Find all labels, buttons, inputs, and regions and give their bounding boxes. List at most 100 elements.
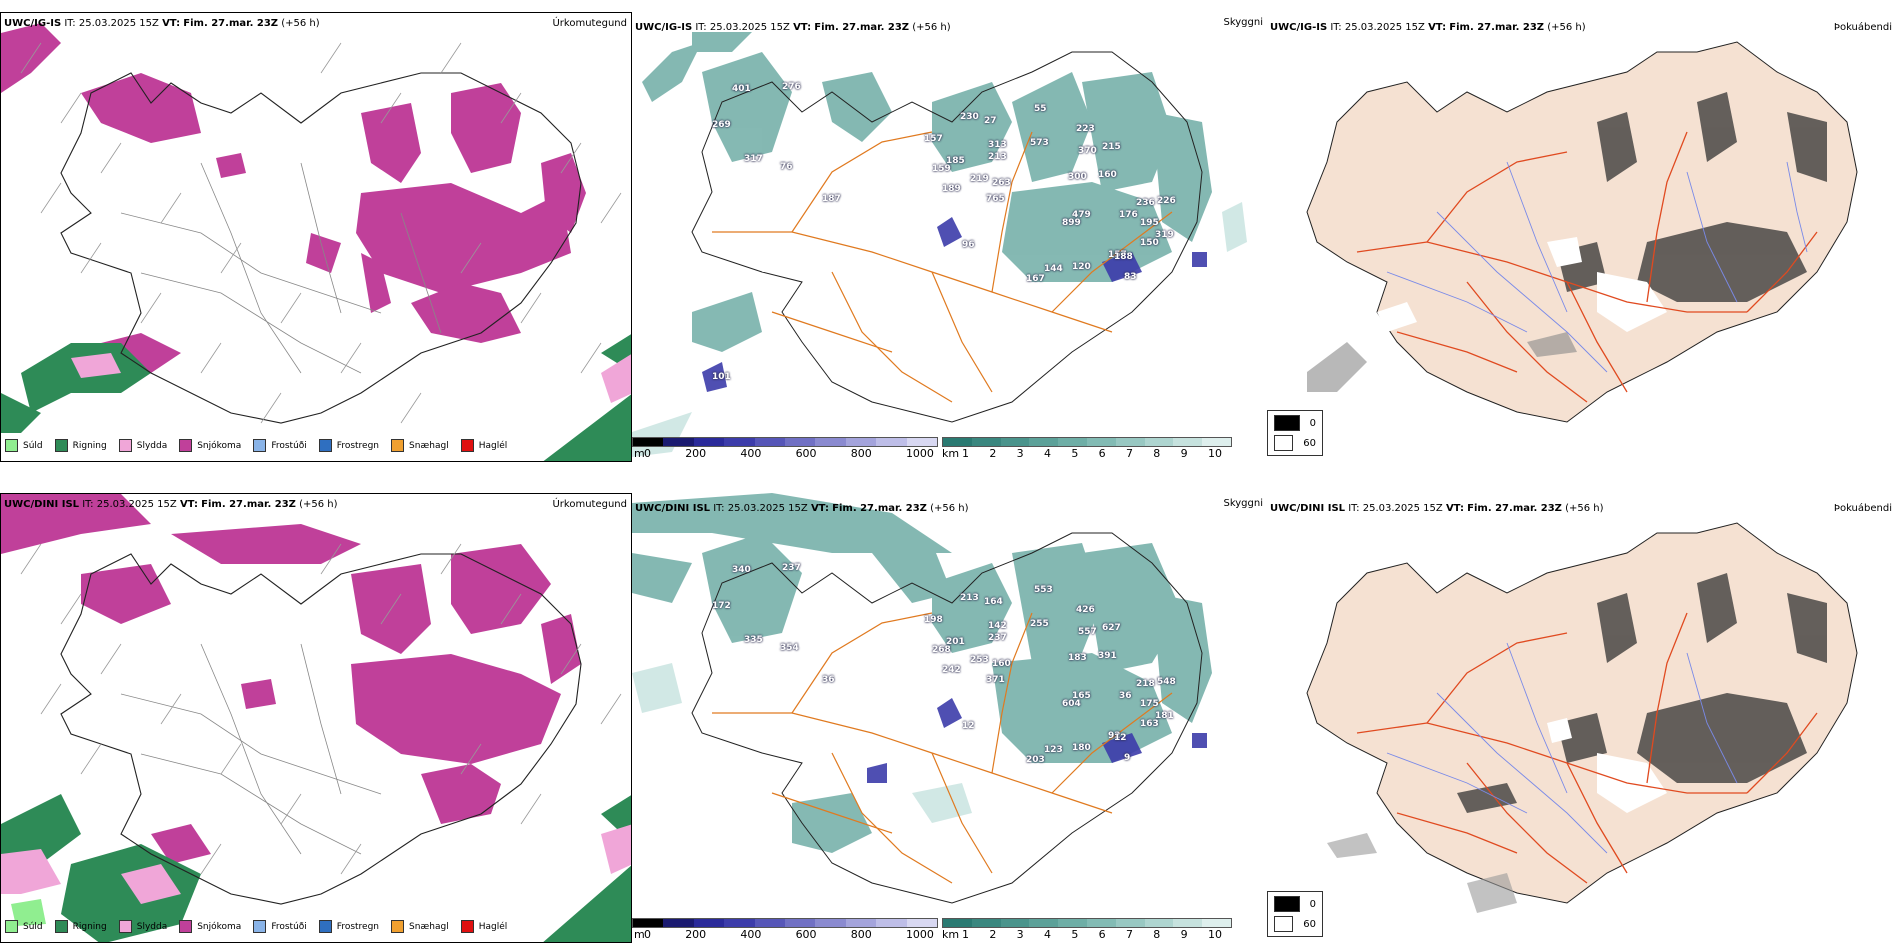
cloud-ticks: 1 2 3 4 5 6 7 8 9 10	[962, 928, 1222, 941]
vis-key-value: 0	[1309, 898, 1316, 910]
fog-title-bottom: Þokuábendi	[1833, 503, 1892, 514]
vis-swatch-white	[1274, 916, 1294, 932]
legend-label: Snæhagl	[409, 921, 449, 932]
vis-key-row: 60	[1274, 435, 1316, 451]
colorbar-tick-label: 1000	[905, 928, 934, 941]
cloud-panel-bottom: UWC/DINI ISL IT: 25.03.2025 15Z VT: Fim.…	[632, 493, 1267, 943]
peak-height-label: 223	[1076, 124, 1095, 134]
colorbar-tick-label: 6	[1098, 928, 1106, 941]
legend-item-frostregn: Frostregn	[318, 439, 379, 452]
colorbar-tick-label: 0	[644, 447, 651, 460]
peak-height-label: 219	[970, 174, 989, 184]
colorbar-segment	[971, 919, 1001, 927]
peak-height-label: 218	[1136, 679, 1155, 689]
peak-height-label: 340	[732, 565, 751, 575]
peak-height-label: 160	[992, 659, 1011, 669]
colorbar-tick-label: 4	[1043, 928, 1051, 941]
legend-label: Slydda	[136, 921, 168, 932]
colorbar-tick-label: 400	[740, 928, 762, 941]
colorbar-segment	[943, 919, 972, 927]
legend-label: Snjókoma	[197, 440, 242, 451]
height-unit: m	[634, 928, 645, 941]
colorbar-segment	[1144, 438, 1174, 446]
peak-height-label: 237	[782, 563, 801, 573]
cloud-colorbar-fill	[942, 918, 1232, 928]
header-top-cloud: UWC/IG-IS IT: 25.03.2025 15Z VT: Fim. 27…	[635, 22, 951, 33]
header-top-precip: UWC/IG-IS IT: 25.03.2025 15Z VT: Fim. 27…	[4, 18, 320, 29]
peak-height-label: 181	[1155, 711, 1174, 721]
colorbar-segment	[1058, 919, 1087, 927]
peak-height-label: 150	[1140, 238, 1159, 248]
colorbar-segment	[1202, 438, 1231, 446]
peak-height-label: 157	[1108, 250, 1127, 260]
swatch-sudd	[5, 439, 18, 452]
swatch-frostudi	[253, 920, 267, 933]
colorbar-segment	[1029, 438, 1059, 446]
peak-height-label: 237	[988, 633, 1007, 643]
colorbar-tick-label: 7	[1125, 928, 1133, 941]
legend-item-frostregn: Frostregn	[318, 920, 379, 933]
colorbar-segment	[633, 438, 664, 446]
peak-height-label: 313	[988, 140, 1007, 150]
colorbar-segment	[754, 919, 786, 927]
colorbar-tick-label: 10	[1207, 447, 1222, 460]
fog-title-top: Þokuábendi	[1833, 22, 1892, 33]
peak-height-label: 371	[986, 675, 1005, 685]
vis-swatch-black	[1274, 896, 1300, 912]
peak-height-label: 9	[1124, 753, 1131, 763]
swatch-slydda	[118, 920, 132, 933]
precip-title-bottom: Úrkomutegund	[552, 499, 627, 510]
peak-height-label: 76	[780, 162, 793, 172]
peak-height-label: 27	[984, 116, 997, 126]
peak-height-label: 573	[1030, 138, 1049, 148]
peak-height-label: 123	[1044, 745, 1063, 755]
legend-item-rigning: Rigning	[54, 439, 107, 452]
legend-item-rigning: Rigning	[54, 920, 107, 933]
legend-label: Slydda	[136, 440, 168, 451]
cloud-colorbar-top: km 1 2 3 4 5 6 7 8 9 10	[942, 437, 1232, 460]
peak-height-label: 253	[970, 655, 989, 665]
colorbar-segment	[1058, 438, 1087, 446]
fog-panel-bottom: UWC/DINI ISL IT: 25.03.2025 15Z VT: Fim.…	[1267, 493, 1900, 943]
peak-height-label: 236	[1136, 198, 1155, 208]
legend-label: Haglél	[478, 440, 508, 451]
peak-height-label: 159	[932, 164, 951, 174]
legend-item-snaehagl: Snæhagl	[391, 439, 449, 452]
legend-label: Rigning	[72, 921, 107, 932]
colorbar-segment	[943, 438, 972, 446]
peak-height-label: 188	[1114, 252, 1133, 262]
colorbar-segment	[633, 919, 664, 927]
swatch-sudd	[5, 920, 18, 933]
colorbar-tick-label: 2	[989, 447, 997, 460]
colorbar-segment	[1000, 919, 1030, 927]
cloud-panel-top: UWC/IG-IS IT: 25.03.2025 15Z VT: Fim. 27…	[632, 12, 1267, 462]
swatch-snjokoma	[179, 439, 193, 452]
colorbar-segment	[1173, 438, 1203, 446]
colorbar-tick-label: 1	[962, 928, 969, 941]
colorbar-segment	[663, 919, 694, 927]
swatch-rigning	[54, 920, 68, 933]
legend-label: Snæhagl	[409, 440, 449, 451]
height-unit: m	[634, 447, 645, 460]
peak-height-label: 269	[712, 120, 731, 130]
peak-height-label: 300	[1068, 172, 1087, 182]
peak-height-label: 165	[1072, 691, 1091, 701]
vis-key-row: 60	[1274, 916, 1316, 932]
peak-height-label: 36	[1119, 691, 1132, 701]
peak-height-label: 83	[1124, 272, 1137, 282]
peak-height-label: 180	[1072, 743, 1091, 753]
legend-item-snaehagl: Snæhagl	[391, 920, 449, 933]
colorbar-tick-label: 6	[1098, 447, 1106, 460]
legend-item-haglel: Haglél	[460, 920, 507, 933]
colorbar-tick-label: 0	[644, 928, 651, 941]
height-colorbar-top: m 0 200 400 600 800 1000	[632, 437, 938, 460]
peak-height-label: 268	[932, 645, 951, 655]
swatch-slydda	[118, 439, 132, 452]
peak-height-label: 226	[1157, 196, 1176, 206]
colorbar-segment	[1000, 438, 1030, 446]
colorbar-segment	[815, 438, 846, 446]
peak-height-label: 201	[946, 637, 965, 647]
cloud-title-bottom: Skyggni	[1223, 498, 1263, 509]
peak-height-label: 175	[1140, 699, 1159, 709]
swatch-snaehagl	[391, 439, 405, 452]
